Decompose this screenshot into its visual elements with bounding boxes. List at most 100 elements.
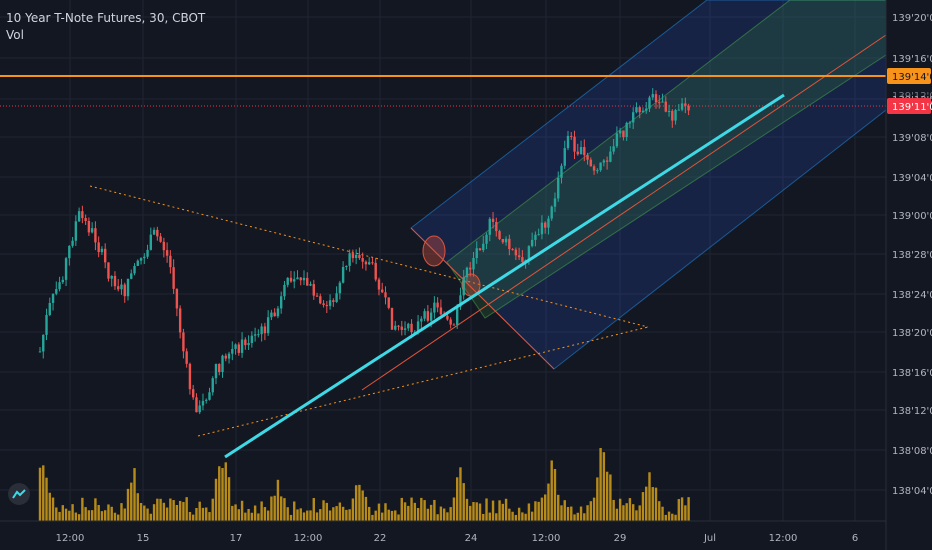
volume-bar-40 bbox=[169, 498, 172, 521]
candle-body-168 bbox=[586, 155, 589, 160]
candle-body-0 bbox=[38, 351, 42, 353]
volume-bar-47 bbox=[191, 514, 195, 521]
candle-body-61 bbox=[237, 344, 241, 353]
candle-body-199 bbox=[687, 105, 690, 111]
candle-body-17 bbox=[94, 228, 97, 243]
candle-body-160 bbox=[560, 165, 563, 178]
candle-body-4 bbox=[51, 293, 55, 303]
y-tick-label: 138'28'0 bbox=[892, 250, 932, 261]
volume-bar-191 bbox=[661, 506, 664, 521]
volume-bar-190 bbox=[658, 501, 661, 521]
candle-body-140 bbox=[495, 221, 498, 232]
volume-bar-27 bbox=[126, 488, 130, 521]
candle-body-171 bbox=[596, 170, 599, 172]
candle-body-166 bbox=[579, 147, 583, 155]
volume-bar-79 bbox=[296, 509, 299, 521]
candle-body-185 bbox=[641, 110, 645, 113]
volume-bar-109 bbox=[394, 510, 397, 521]
volume-bar-18 bbox=[97, 505, 100, 521]
volume-bar-110 bbox=[397, 514, 400, 521]
candle-body-13 bbox=[81, 211, 84, 219]
candle-body-41 bbox=[172, 267, 175, 289]
volume-bar-186 bbox=[645, 486, 648, 521]
candle-body-1 bbox=[42, 334, 45, 352]
volume-bar-85 bbox=[315, 512, 319, 521]
volume-bar-189 bbox=[654, 487, 658, 521]
candle-body-105 bbox=[381, 289, 384, 293]
volume-bar-136 bbox=[482, 513, 485, 521]
volume-bar-72 bbox=[273, 495, 276, 521]
candle-body-182 bbox=[631, 112, 635, 123]
volume-bar-15 bbox=[87, 510, 91, 521]
volume-bar-96 bbox=[351, 498, 355, 521]
candle-body-89 bbox=[328, 300, 332, 306]
volume-bar-33 bbox=[146, 508, 149, 521]
volume-bar-117 bbox=[420, 497, 423, 521]
volume-bar-74 bbox=[279, 496, 283, 521]
volume-bar-90 bbox=[332, 507, 335, 521]
candle-body-153 bbox=[537, 234, 540, 236]
candle-body-120 bbox=[429, 312, 433, 321]
volume-bar-12 bbox=[77, 514, 81, 521]
volume-bar-168 bbox=[586, 505, 589, 521]
volume-bar-139 bbox=[491, 500, 495, 521]
candle-body-134 bbox=[475, 248, 478, 258]
volume-bar-195 bbox=[674, 514, 677, 521]
volume-bar-36 bbox=[156, 498, 159, 521]
candle-body-40 bbox=[169, 255, 172, 268]
candle-body-169 bbox=[589, 159, 593, 167]
candle-body-113 bbox=[407, 323, 410, 329]
candle-body-129 bbox=[459, 295, 462, 307]
volume-bar-80 bbox=[299, 508, 302, 521]
volume-bar-171 bbox=[596, 477, 599, 521]
volume-bar-87 bbox=[322, 500, 325, 521]
volume-bar-29 bbox=[133, 468, 136, 521]
candle-body-86 bbox=[319, 296, 322, 304]
volume-bar-125 bbox=[446, 512, 449, 521]
volume-bar-25 bbox=[120, 503, 123, 521]
volume-bar-163 bbox=[570, 506, 573, 521]
candle-body-33 bbox=[146, 249, 149, 257]
candle-body-195 bbox=[674, 110, 677, 121]
candle-body-161 bbox=[563, 148, 566, 166]
candle-body-184 bbox=[638, 107, 641, 113]
candle-body-125 bbox=[446, 315, 449, 320]
volume-bar-145 bbox=[511, 511, 514, 521]
candle-body-74 bbox=[279, 296, 283, 309]
candle-body-186 bbox=[645, 108, 648, 111]
volume-bar-60 bbox=[234, 504, 237, 521]
volume-bar-157 bbox=[550, 460, 553, 521]
volume-bar-115 bbox=[413, 502, 417, 521]
volume-bar-147 bbox=[517, 507, 521, 521]
candle-body-30 bbox=[136, 260, 139, 266]
candle-body-57 bbox=[224, 355, 227, 359]
candle-body-65 bbox=[250, 335, 254, 344]
volume-bar-148 bbox=[521, 512, 524, 521]
candle-body-175 bbox=[609, 151, 612, 162]
candle-body-165 bbox=[576, 151, 579, 155]
candle-body-152 bbox=[534, 234, 537, 240]
x-tick-label: 22 bbox=[374, 533, 387, 544]
tradingview-logo-icon[interactable] bbox=[8, 483, 30, 505]
candle-body-8 bbox=[64, 258, 68, 280]
volume-bar-150 bbox=[527, 503, 531, 521]
candle-body-20 bbox=[103, 248, 107, 263]
volume-bar-39 bbox=[165, 507, 169, 521]
last-price-tag bbox=[887, 98, 931, 114]
volume-bar-37 bbox=[159, 498, 162, 521]
candle-body-116 bbox=[416, 321, 420, 332]
candle-body-180 bbox=[625, 122, 628, 138]
candle-body-142 bbox=[501, 238, 505, 243]
volume-bar-51 bbox=[205, 507, 208, 521]
volume-bar-76 bbox=[286, 507, 289, 521]
candle-body-192 bbox=[664, 101, 667, 112]
candle-body-93 bbox=[341, 267, 345, 283]
y-tick-label: 138'12'0 bbox=[892, 406, 932, 417]
volume-bar-9 bbox=[68, 510, 71, 521]
volume-bar-185 bbox=[641, 492, 645, 521]
candle-body-85 bbox=[315, 295, 319, 297]
candle-body-58 bbox=[227, 353, 231, 359]
indicator-label[interactable]: Vol bbox=[6, 28, 24, 42]
volume-bar-8 bbox=[64, 508, 68, 521]
